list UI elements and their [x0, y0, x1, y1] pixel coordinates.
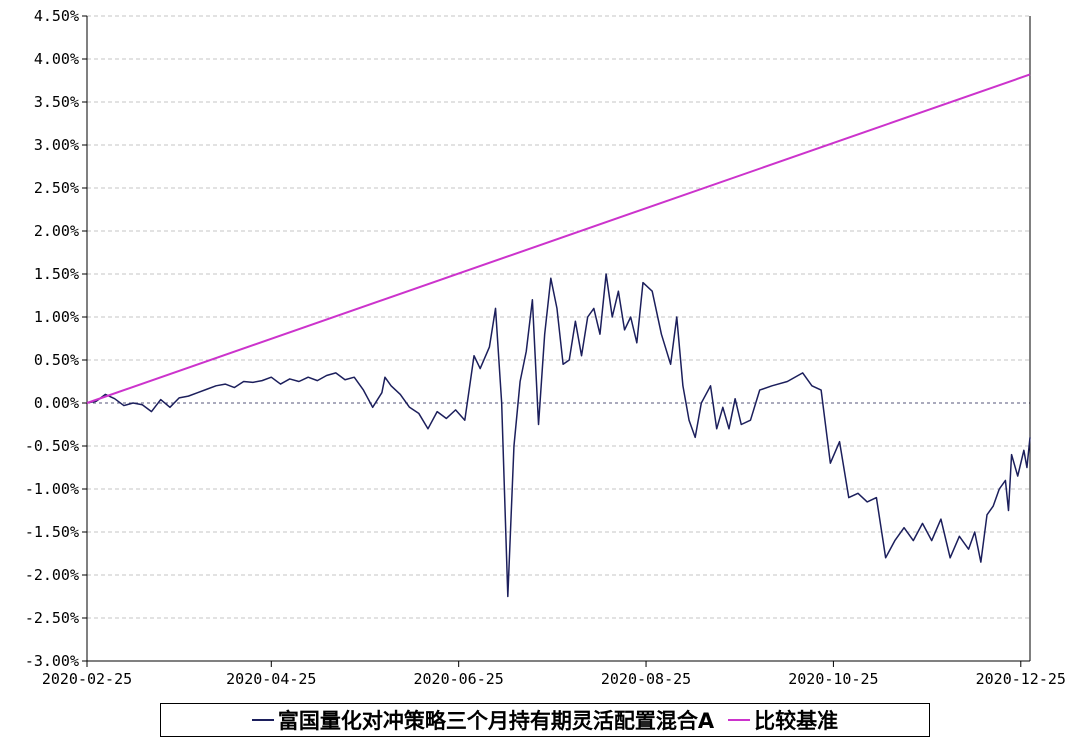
x-tick-label: 2020-12-25: [976, 670, 1066, 688]
y-tick-label: -1.00%: [25, 480, 79, 498]
y-tick-label: 2.00%: [34, 222, 79, 240]
x-tick-label: 2020-06-25: [414, 670, 504, 688]
y-tick-labels: 4.50% 4.00% 3.50% 3.00% 2.50% 2.00% 1.50% 1.00%…: [25, 7, 79, 670]
y-tick-label: 0.50%: [34, 351, 79, 369]
x-tick-label: 2020-08-25: [601, 670, 691, 688]
x-tick-label: 2020-02-25: [42, 670, 132, 688]
y-tick-label: -2.50%: [25, 609, 79, 627]
series-line-benchmark: [86, 73, 1031, 404]
legend-swatch-benchmark: [728, 719, 751, 721]
y-tick-label: 0.00%: [34, 394, 79, 412]
x-tick-label: 2020-04-25: [226, 670, 316, 688]
series-line-fund: [86, 273, 1031, 598]
legend-label-fund: 富国量化对冲策略三个月持有期灵活配置混合A: [277, 709, 715, 733]
y-tick-label: -0.50%: [25, 437, 79, 455]
y-tick-label: 4.50%: [34, 7, 79, 25]
legend-item-fund: 富国量化对冲策略三个月持有期灵活配置混合A: [251, 705, 715, 735]
y-tick-label: 4.00%: [34, 50, 79, 68]
axes: [82, 15, 1031, 667]
y-tick-label: 1.50%: [34, 265, 79, 283]
series-lines: [86, 73, 1031, 598]
x-tick-label: 2020-10-25: [788, 670, 878, 688]
grid-lines: [87, 15, 1030, 662]
legend-label-benchmark: 比较基准: [754, 709, 839, 733]
line-chart: 4.50% 4.00% 3.50% 3.00% 2.50% 2.00% 1.50% 1.00%…: [25, 7, 1066, 688]
y-tick-label: -3.00%: [25, 652, 79, 670]
y-tick-label: 2.50%: [34, 179, 79, 197]
legend-swatch-fund: [251, 719, 274, 721]
y-tick-label: -2.00%: [25, 566, 79, 584]
y-tick-label: 1.00%: [34, 308, 79, 326]
x-tick-labels: 2020-02-25 2020-04-25 2020-06-25 2020-08-25…: [42, 670, 1066, 688]
y-tick-label: 3.00%: [34, 136, 79, 154]
legend-item-benchmark: 比较基准: [728, 705, 838, 735]
y-tick-label: -1.50%: [25, 523, 79, 541]
legend: 富国量化对冲策略三个月持有期灵活配置混合A 比较基准: [160, 703, 930, 737]
plot-area: [87, 16, 1030, 661]
y-tick-label: 3.50%: [34, 93, 79, 111]
